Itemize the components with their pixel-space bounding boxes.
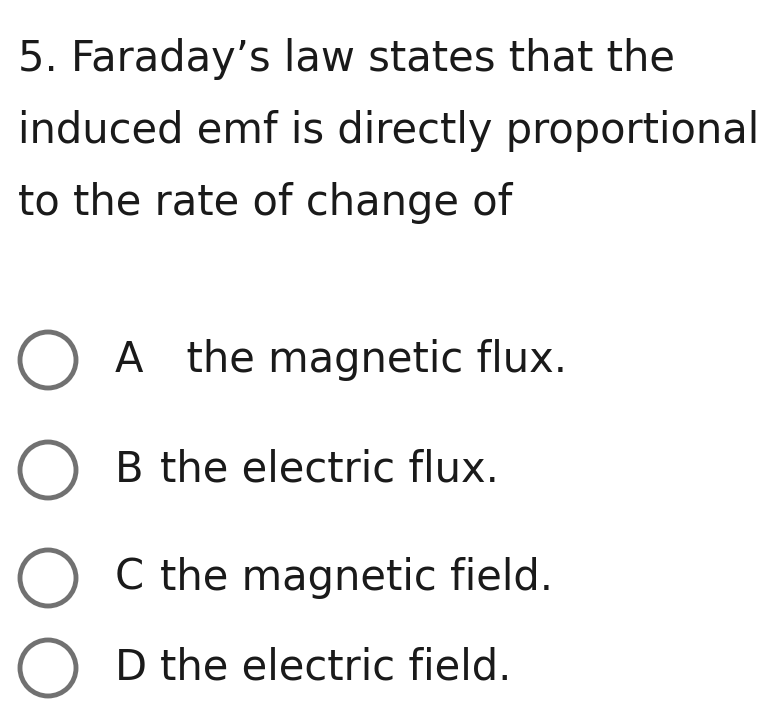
Text: the electric field.: the electric field.	[160, 647, 511, 689]
Text: to the rate of change of: to the rate of change of	[18, 182, 512, 224]
Text: A: A	[115, 339, 144, 381]
Text: induced emf is directly proportional: induced emf is directly proportional	[18, 110, 759, 152]
Circle shape	[20, 640, 76, 696]
Circle shape	[20, 442, 76, 498]
Text: C: C	[115, 557, 144, 599]
Text: 5. Faraday’s law states that the: 5. Faraday’s law states that the	[18, 38, 675, 80]
Circle shape	[20, 550, 76, 606]
Text: the magnetic field.: the magnetic field.	[160, 557, 553, 599]
Text: D: D	[115, 647, 147, 689]
Text: B: B	[115, 449, 144, 491]
Text: the electric flux.: the electric flux.	[160, 449, 499, 491]
Text: the magnetic flux.: the magnetic flux.	[160, 339, 567, 381]
Circle shape	[20, 332, 76, 388]
